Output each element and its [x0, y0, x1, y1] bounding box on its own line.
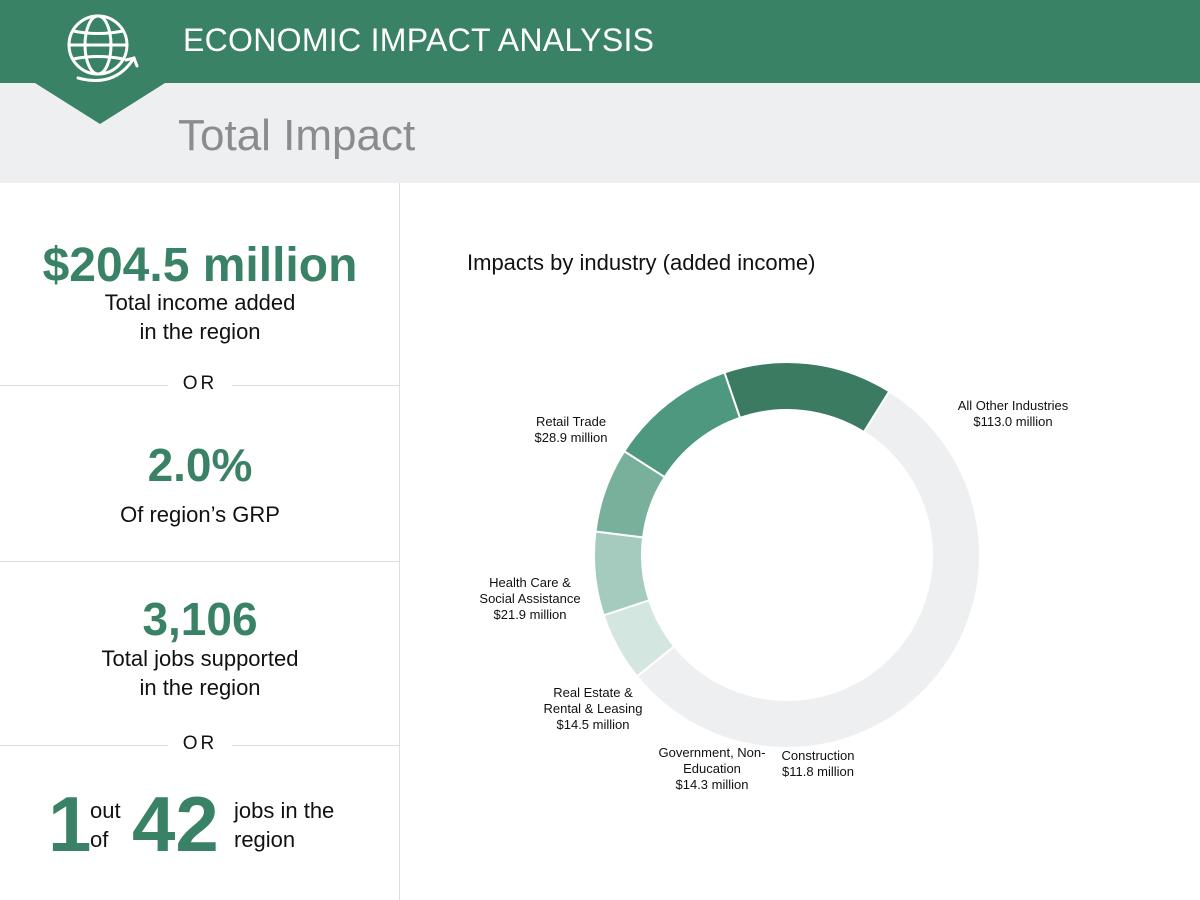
income-label-line2: in the region — [139, 319, 261, 344]
slice-label-3: Real Estate & Rental & Leasing $14.5 milli… — [543, 685, 642, 732]
app-title: ECONOMIC IMPACT ANALYSIS — [183, 22, 655, 58]
ratio-jobs-line1: jobs in the — [234, 798, 335, 823]
ratio-of: of — [90, 827, 109, 852]
income-value: $204.5 million — [42, 239, 358, 292]
slice-label-1: Construction $11.8 million — [782, 748, 855, 779]
ratio-forty-two: 42 — [132, 780, 219, 868]
or-divider-right-2 — [232, 745, 400, 746]
slice-label-4: Health Care & Social Assistance $21.9 mill… — [479, 575, 580, 622]
or-separator-2: OR — [182, 733, 218, 754]
ratio-one: 1 — [48, 780, 92, 868]
page-title: Total Impact — [178, 111, 416, 160]
column-divider — [399, 183, 400, 900]
or-divider-left — [0, 385, 168, 386]
section-divider — [0, 561, 400, 562]
donut-slice-5 — [723, 361, 891, 434]
or-divider-right — [232, 385, 400, 386]
jobs-value: 3,106 — [142, 593, 258, 645]
or-divider-left-2 — [0, 745, 168, 746]
donut-slice-2 — [593, 530, 651, 617]
slice-label-5: Retail Trade $28.9 million — [535, 414, 608, 445]
subtitle-bar — [0, 83, 1200, 183]
grp-value: 2.0% — [147, 439, 253, 491]
ratio-jobs-line2: region — [234, 827, 296, 852]
or-separator: OR — [182, 373, 218, 394]
globe-arrow-icon — [35, 14, 165, 124]
slice-label-0: All Other Industries $113.0 million — [958, 398, 1069, 429]
chart-title: Impacts by industry (added income) — [467, 250, 816, 275]
slice-label-2: Government, Non-Education $14.3 million — [659, 745, 766, 792]
jobs-label-line1: Total jobs supported — [101, 646, 299, 671]
jobs-label-line2: in the region — [139, 675, 261, 700]
donut-slice-0 — [635, 389, 981, 749]
income-label-line1: Total income added — [104, 290, 296, 315]
ratio-out: out — [90, 798, 121, 823]
donut-slice-4 — [622, 371, 742, 479]
grp-label: Of region’s GRP — [120, 502, 280, 527]
header-bar — [0, 0, 1200, 83]
